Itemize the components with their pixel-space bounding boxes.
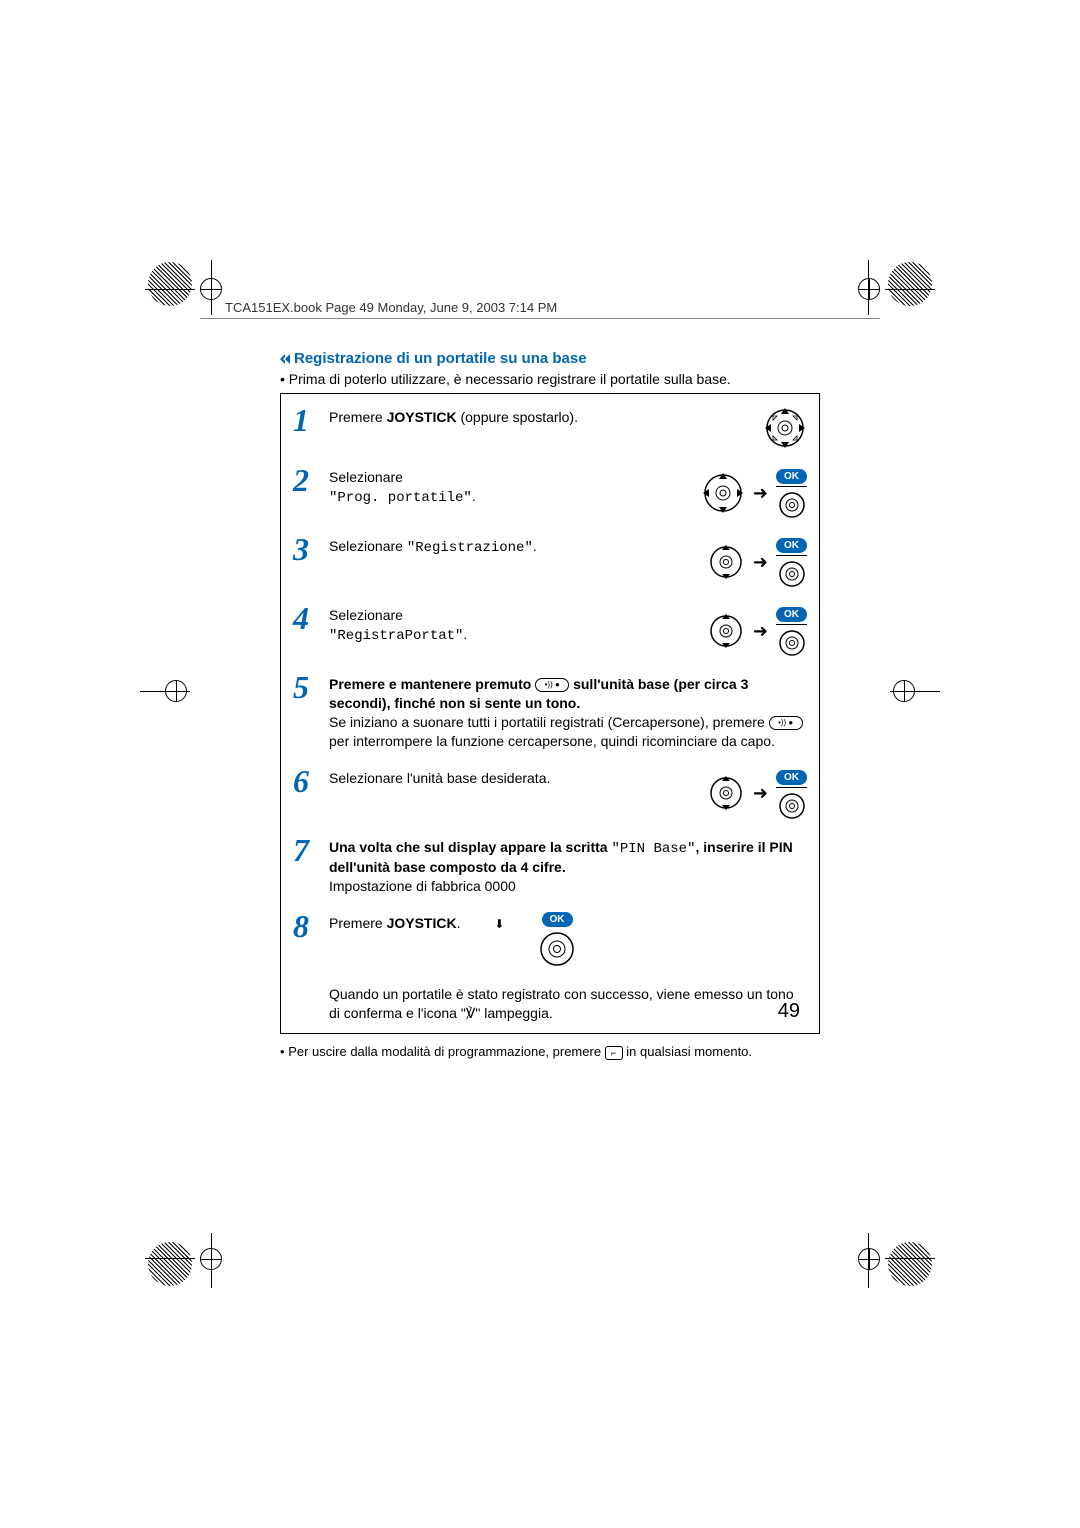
bullet: •	[280, 1044, 285, 1059]
arrow-down-icon: ⬇	[494, 916, 504, 932]
ok-pill-icon: OK	[542, 912, 573, 927]
step-row: 2 Selezionare "Prog. portatile". ➜ OK	[293, 464, 807, 519]
joystick-4way-icon	[763, 406, 807, 450]
step-row: 5 Premere e mantenere premuto •)) ● sull…	[293, 671, 807, 751]
step-number: 4	[293, 602, 319, 634]
section-title: Registrazione di un portatile su una bas…	[280, 350, 820, 367]
step-text: Selezionare "Prog. portatile".	[329, 464, 691, 508]
ok-pill-icon: OK	[776, 607, 807, 622]
step-number: 1	[293, 404, 319, 436]
crop-line	[885, 289, 935, 290]
page-button-icon: •)) ●	[769, 716, 803, 730]
arrow-right-icon: ➜	[753, 553, 768, 571]
crop-corner-br	[888, 1242, 932, 1286]
page-content: Registrazione di un portatile su una bas…	[280, 350, 820, 1060]
step-text: Selezionare "RegistraPortat".	[329, 602, 697, 646]
step-icons: ➜ OK	[701, 464, 807, 519]
arrow-right-icon: ➜	[753, 622, 768, 640]
step-text: Premere e mantenere premuto •)) ● sull'u…	[329, 671, 807, 751]
arrow-right-icon: ➜	[753, 784, 768, 802]
crop-line	[890, 691, 940, 692]
joystick-updown-icon	[707, 774, 745, 812]
ok-wheel-group: OK	[776, 466, 807, 519]
step-icons	[763, 404, 807, 450]
ok-pill-icon: OK	[776, 770, 807, 785]
page-number: 49	[778, 1000, 800, 1023]
joystick-4way-icon	[701, 471, 745, 515]
step-text: Una volta che sul display appare la scri…	[329, 834, 807, 897]
step-row: 1 Premere JOYSTICK (oppure spostarlo).	[293, 404, 807, 450]
step-row: 7 Una volta che sul display appare la sc…	[293, 834, 807, 897]
joystick-press-icon	[778, 629, 806, 657]
crop-line	[868, 260, 869, 315]
step-row: 6 Selezionare l'unità base desiderata. ➜…	[293, 765, 807, 820]
page-button-icon: •)) ●	[535, 678, 569, 692]
crop-line	[145, 1258, 195, 1259]
step-row: 4 Selezionare "RegistraPortat". ➜ OK	[293, 602, 807, 657]
step-icons: OK	[539, 910, 575, 967]
book-header: TCA151EX.book Page 49 Monday, June 9, 20…	[225, 300, 557, 315]
joystick-press-icon	[539, 931, 575, 967]
step-number: 5	[293, 671, 319, 703]
step-number: 6	[293, 765, 319, 797]
step-row: 3 Selezionare "Registrazione". ➜ OK	[293, 533, 807, 588]
joystick-updown-icon	[707, 612, 745, 650]
ok-wheel-group: OK	[776, 535, 807, 588]
section-title-text: Registrazione di un portatile su una bas…	[294, 350, 587, 367]
step-row: 8 Premere JOYSTICK. ⬇ OK Quando un porta…	[293, 910, 807, 1023]
crop-line	[211, 260, 212, 315]
crop-line	[885, 1258, 935, 1259]
joystick-press-icon	[778, 491, 806, 519]
step-note: Quando un portatile è stato registrato c…	[293, 977, 807, 1023]
header-rule	[200, 318, 880, 319]
ok-wheel-group: OK	[539, 912, 575, 967]
footer-note: • Per uscire dalla modalità di programma…	[280, 1044, 820, 1060]
ok-pill-icon: OK	[776, 538, 807, 553]
reg-mark	[858, 278, 880, 300]
step-number: 8	[293, 910, 319, 942]
intro-line: • Prima di poterlo utilizzare, è necessa…	[280, 371, 820, 387]
step-text: Selezionare l'unità base desiderata.	[329, 765, 697, 788]
step-icons: ➜ OK	[707, 765, 807, 820]
steps-container: 1 Premere JOYSTICK (oppure spostarlo). 2…	[280, 393, 820, 1034]
antenna-icon: ℣	[466, 1004, 476, 1023]
footer-pre: Per uscire dalla modalità di programmazi…	[288, 1044, 604, 1059]
joystick-press-icon	[778, 792, 806, 820]
crop-corner-tl	[148, 262, 192, 306]
crop-corner-bl	[148, 1242, 192, 1286]
bullet: •	[280, 371, 285, 387]
step-icons: ➜ OK	[707, 602, 807, 657]
step-text: Premere JOYSTICK (oppure spostarlo).	[329, 404, 753, 427]
crop-corner-tr	[888, 262, 932, 306]
arrow-right-icon: ➜	[753, 484, 768, 502]
reg-mark	[858, 1248, 880, 1270]
ok-pill-icon: OK	[776, 469, 807, 484]
step-icons: ➜ OK	[707, 533, 807, 588]
step-number: 3	[293, 533, 319, 565]
step-text: Premere JOYSTICK. ⬇	[329, 910, 529, 933]
crop-line	[211, 1233, 212, 1288]
step-text: Selezionare "Registrazione".	[329, 533, 697, 558]
joystick-updown-icon	[707, 543, 745, 581]
footer-post: in qualsiasi momento.	[626, 1044, 752, 1059]
joystick-press-icon	[778, 560, 806, 588]
ok-wheel-group: OK	[776, 604, 807, 657]
crop-line	[140, 691, 190, 692]
hangup-icon: ⌐	[605, 1046, 623, 1060]
crop-line	[868, 1233, 869, 1288]
crop-line	[145, 289, 195, 290]
step-number: 2	[293, 464, 319, 496]
step-number: 7	[293, 834, 319, 866]
title-marker-icon	[280, 354, 290, 364]
intro-text: Prima di poterlo utilizzare, è necessari…	[289, 371, 731, 387]
ok-wheel-group: OK	[776, 767, 807, 820]
